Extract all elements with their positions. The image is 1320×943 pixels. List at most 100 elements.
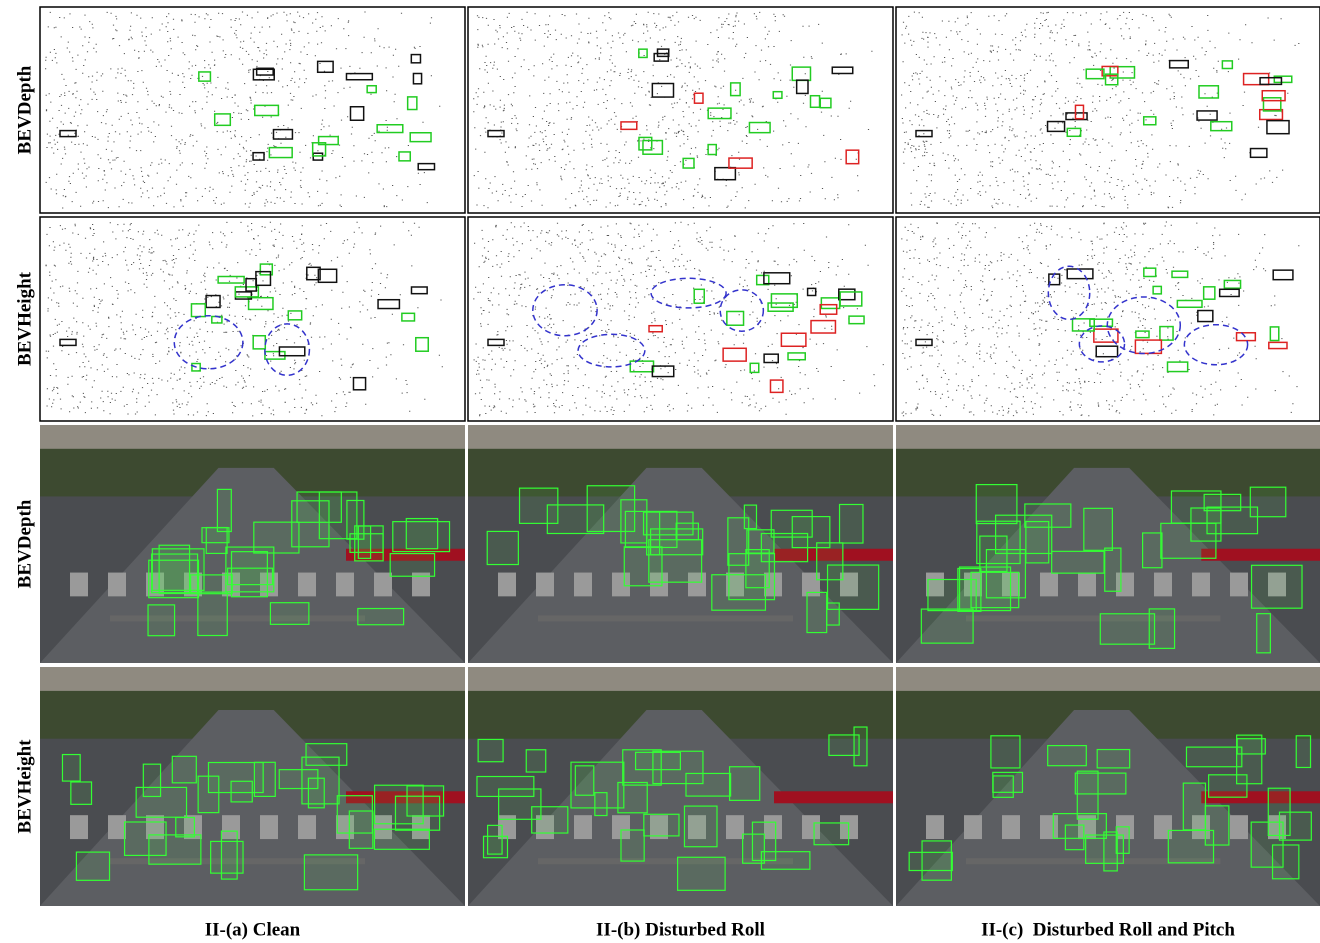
detection-box xyxy=(571,762,624,808)
bev-panel xyxy=(896,7,1320,213)
bev-panel xyxy=(40,7,465,213)
crosswalk-stripe xyxy=(1078,573,1096,597)
panel-frame xyxy=(896,7,1320,213)
detection-box xyxy=(149,835,201,864)
crosswalk-stripe xyxy=(574,815,592,839)
column-label: II-(c) Disturbed Roll and Pitch xyxy=(981,919,1235,940)
detection-box xyxy=(393,522,450,552)
figure: BEVDepthBEVHeightBEVDepthBEVHeightII-(a)… xyxy=(0,0,1320,943)
detection-box xyxy=(1048,746,1087,766)
detection-box xyxy=(211,841,243,873)
crosswalk-stripe xyxy=(536,573,554,597)
detection-box xyxy=(71,782,92,804)
detection-box xyxy=(304,855,357,890)
detection-box xyxy=(828,565,879,609)
detection-box xyxy=(1251,822,1283,867)
detection-box xyxy=(355,526,383,561)
crosswalk-stripe xyxy=(498,573,516,597)
detection-box xyxy=(198,592,227,635)
detection-box xyxy=(684,806,717,847)
detection-box xyxy=(172,756,196,783)
crosswalk-stripe xyxy=(336,573,354,597)
detection-box xyxy=(676,523,698,539)
detection-box xyxy=(623,750,661,785)
detection-box xyxy=(814,823,849,845)
camera-panel xyxy=(468,425,893,663)
detection-box xyxy=(374,829,429,849)
detection-box xyxy=(520,488,558,523)
camera-panel xyxy=(896,425,1320,663)
detection-box xyxy=(996,515,1052,553)
detection-box xyxy=(159,545,189,593)
detection-box xyxy=(176,817,195,836)
detection-box xyxy=(1279,812,1311,840)
bev-panel xyxy=(40,217,465,421)
detection-box xyxy=(1097,750,1129,768)
detection-box xyxy=(499,789,541,819)
detection-box xyxy=(587,486,634,532)
detection-box xyxy=(1186,747,1241,767)
crosswalk-stripe xyxy=(926,815,944,839)
detection-box xyxy=(202,528,229,543)
column-label: II-(b) Disturbed Roll xyxy=(596,919,765,940)
crosswalk-stripe xyxy=(1192,573,1210,597)
row-label: BEVDepth xyxy=(14,499,35,588)
crosswalk-stripe xyxy=(108,573,126,597)
detection-box xyxy=(136,787,186,817)
bev-panel xyxy=(468,7,893,213)
detection-box xyxy=(909,852,952,870)
detection-box xyxy=(217,489,231,531)
detection-box xyxy=(1296,736,1310,768)
detection-box xyxy=(840,504,863,543)
detection-box xyxy=(807,592,827,632)
detection-box xyxy=(375,785,424,824)
detection-box xyxy=(270,603,308,625)
detection-box xyxy=(1065,825,1083,850)
detection-box xyxy=(1168,830,1213,862)
detection-box xyxy=(1143,533,1162,568)
detection-box xyxy=(1252,565,1302,608)
detection-box xyxy=(1100,614,1154,644)
detection-box xyxy=(621,830,644,861)
detection-box xyxy=(960,567,1011,611)
bev-panel xyxy=(468,217,893,421)
panel-frame xyxy=(468,217,893,421)
detection-box xyxy=(1183,783,1205,830)
crosswalk-stripe xyxy=(298,573,316,597)
detection-box xyxy=(1086,835,1124,863)
detection-box xyxy=(1161,523,1216,558)
pole xyxy=(966,615,1220,621)
detection-box xyxy=(319,492,357,539)
camera-panel xyxy=(896,667,1320,906)
panel-frame xyxy=(468,7,893,213)
detection-box xyxy=(991,736,1020,768)
detection-box xyxy=(1105,548,1121,591)
crosswalk-stripe xyxy=(374,573,392,597)
detection-box xyxy=(644,814,679,836)
flower-bed xyxy=(774,791,893,803)
detection-box xyxy=(854,727,867,766)
crosswalk-stripe xyxy=(108,815,126,839)
panel-frame xyxy=(40,7,465,213)
crosswalk-stripe xyxy=(70,573,88,597)
detection-box xyxy=(254,762,275,796)
crosswalk-stripe xyxy=(70,815,88,839)
detection-box xyxy=(761,852,809,870)
detection-box xyxy=(921,609,973,643)
detection-box xyxy=(191,575,233,594)
detection-box xyxy=(686,773,731,796)
flower-bed xyxy=(1201,549,1320,561)
detection-box xyxy=(678,857,726,890)
crosswalk-stripe xyxy=(260,815,278,839)
crosswalk-stripe xyxy=(726,815,744,839)
detection-box xyxy=(1171,491,1221,523)
detection-box xyxy=(358,609,404,625)
detection-box xyxy=(198,776,219,812)
crosswalk-stripe xyxy=(1002,815,1020,839)
detection-box xyxy=(1052,551,1104,573)
detection-box xyxy=(761,533,807,561)
camera-panel xyxy=(40,425,465,663)
detection-box xyxy=(993,772,1023,792)
pole xyxy=(538,615,793,621)
row-label: BEVHeight xyxy=(14,739,35,834)
